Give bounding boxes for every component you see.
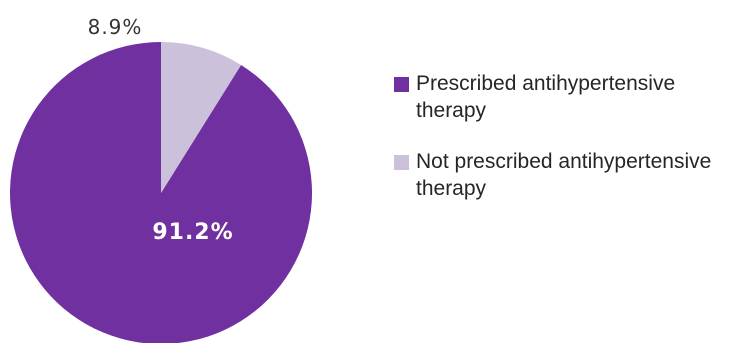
- legend-label-not-prescribed: Not prescribed antihypertensive therapy: [416, 150, 712, 200]
- legend-item-not-prescribed: Not prescribed antihypertensive therapy: [392, 148, 747, 202]
- legend-swatch-prescribed: [394, 77, 409, 92]
- legend-label-prescribed: Prescribed antihypertensive therapy: [416, 72, 676, 122]
- legend-swatch-not-prescribed: [394, 155, 409, 170]
- legend: Prescribed antihypertensive therapy Not …: [392, 70, 747, 226]
- data-label-prescribed: 91.2%: [152, 220, 233, 245]
- pie-slice-not-prescribed: [161, 42, 242, 193]
- legend-item-prescribed: Prescribed antihypertensive therapy: [392, 70, 747, 124]
- data-label-not-prescribed: 8.9%: [88, 15, 143, 39]
- pie-slice-prescribed: [10, 42, 313, 343]
